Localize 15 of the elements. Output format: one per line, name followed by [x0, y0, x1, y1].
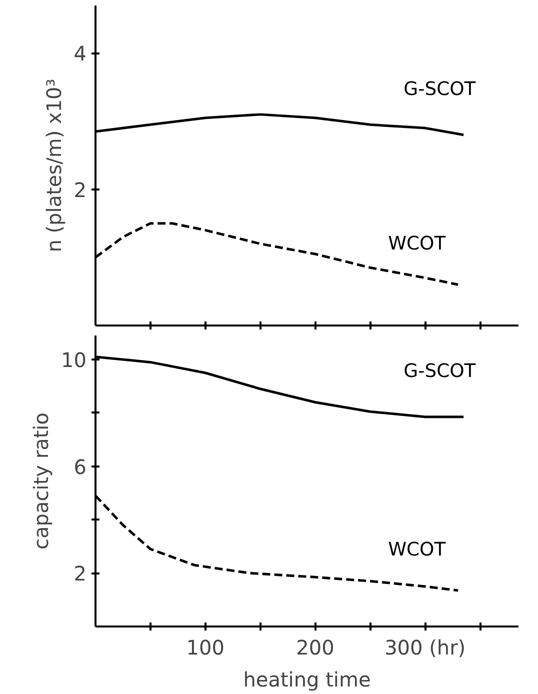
y-tick-label: 6	[74, 454, 87, 479]
y-axis-title: capacity ratio	[29, 412, 54, 550]
y-axis-title: n (plates/m) x10³	[42, 78, 66, 252]
y-tick-label: 2	[74, 178, 87, 202]
x-tick-label: 100	[186, 636, 224, 660]
x-tick-label: 300 (hr)	[384, 636, 466, 660]
y-tick-label: 4	[74, 42, 87, 66]
y-tick-label: 2	[74, 562, 87, 586]
x-axis-title: heating time	[243, 668, 371, 692]
x-tick-label: 200	[296, 636, 334, 660]
series-label: G-SCOT	[404, 360, 476, 382]
series-label: WCOT	[388, 539, 446, 560]
series-label: G-SCOT	[404, 78, 476, 100]
series-label: WCOT	[388, 234, 446, 255]
y-tick-label: 10	[61, 348, 87, 372]
